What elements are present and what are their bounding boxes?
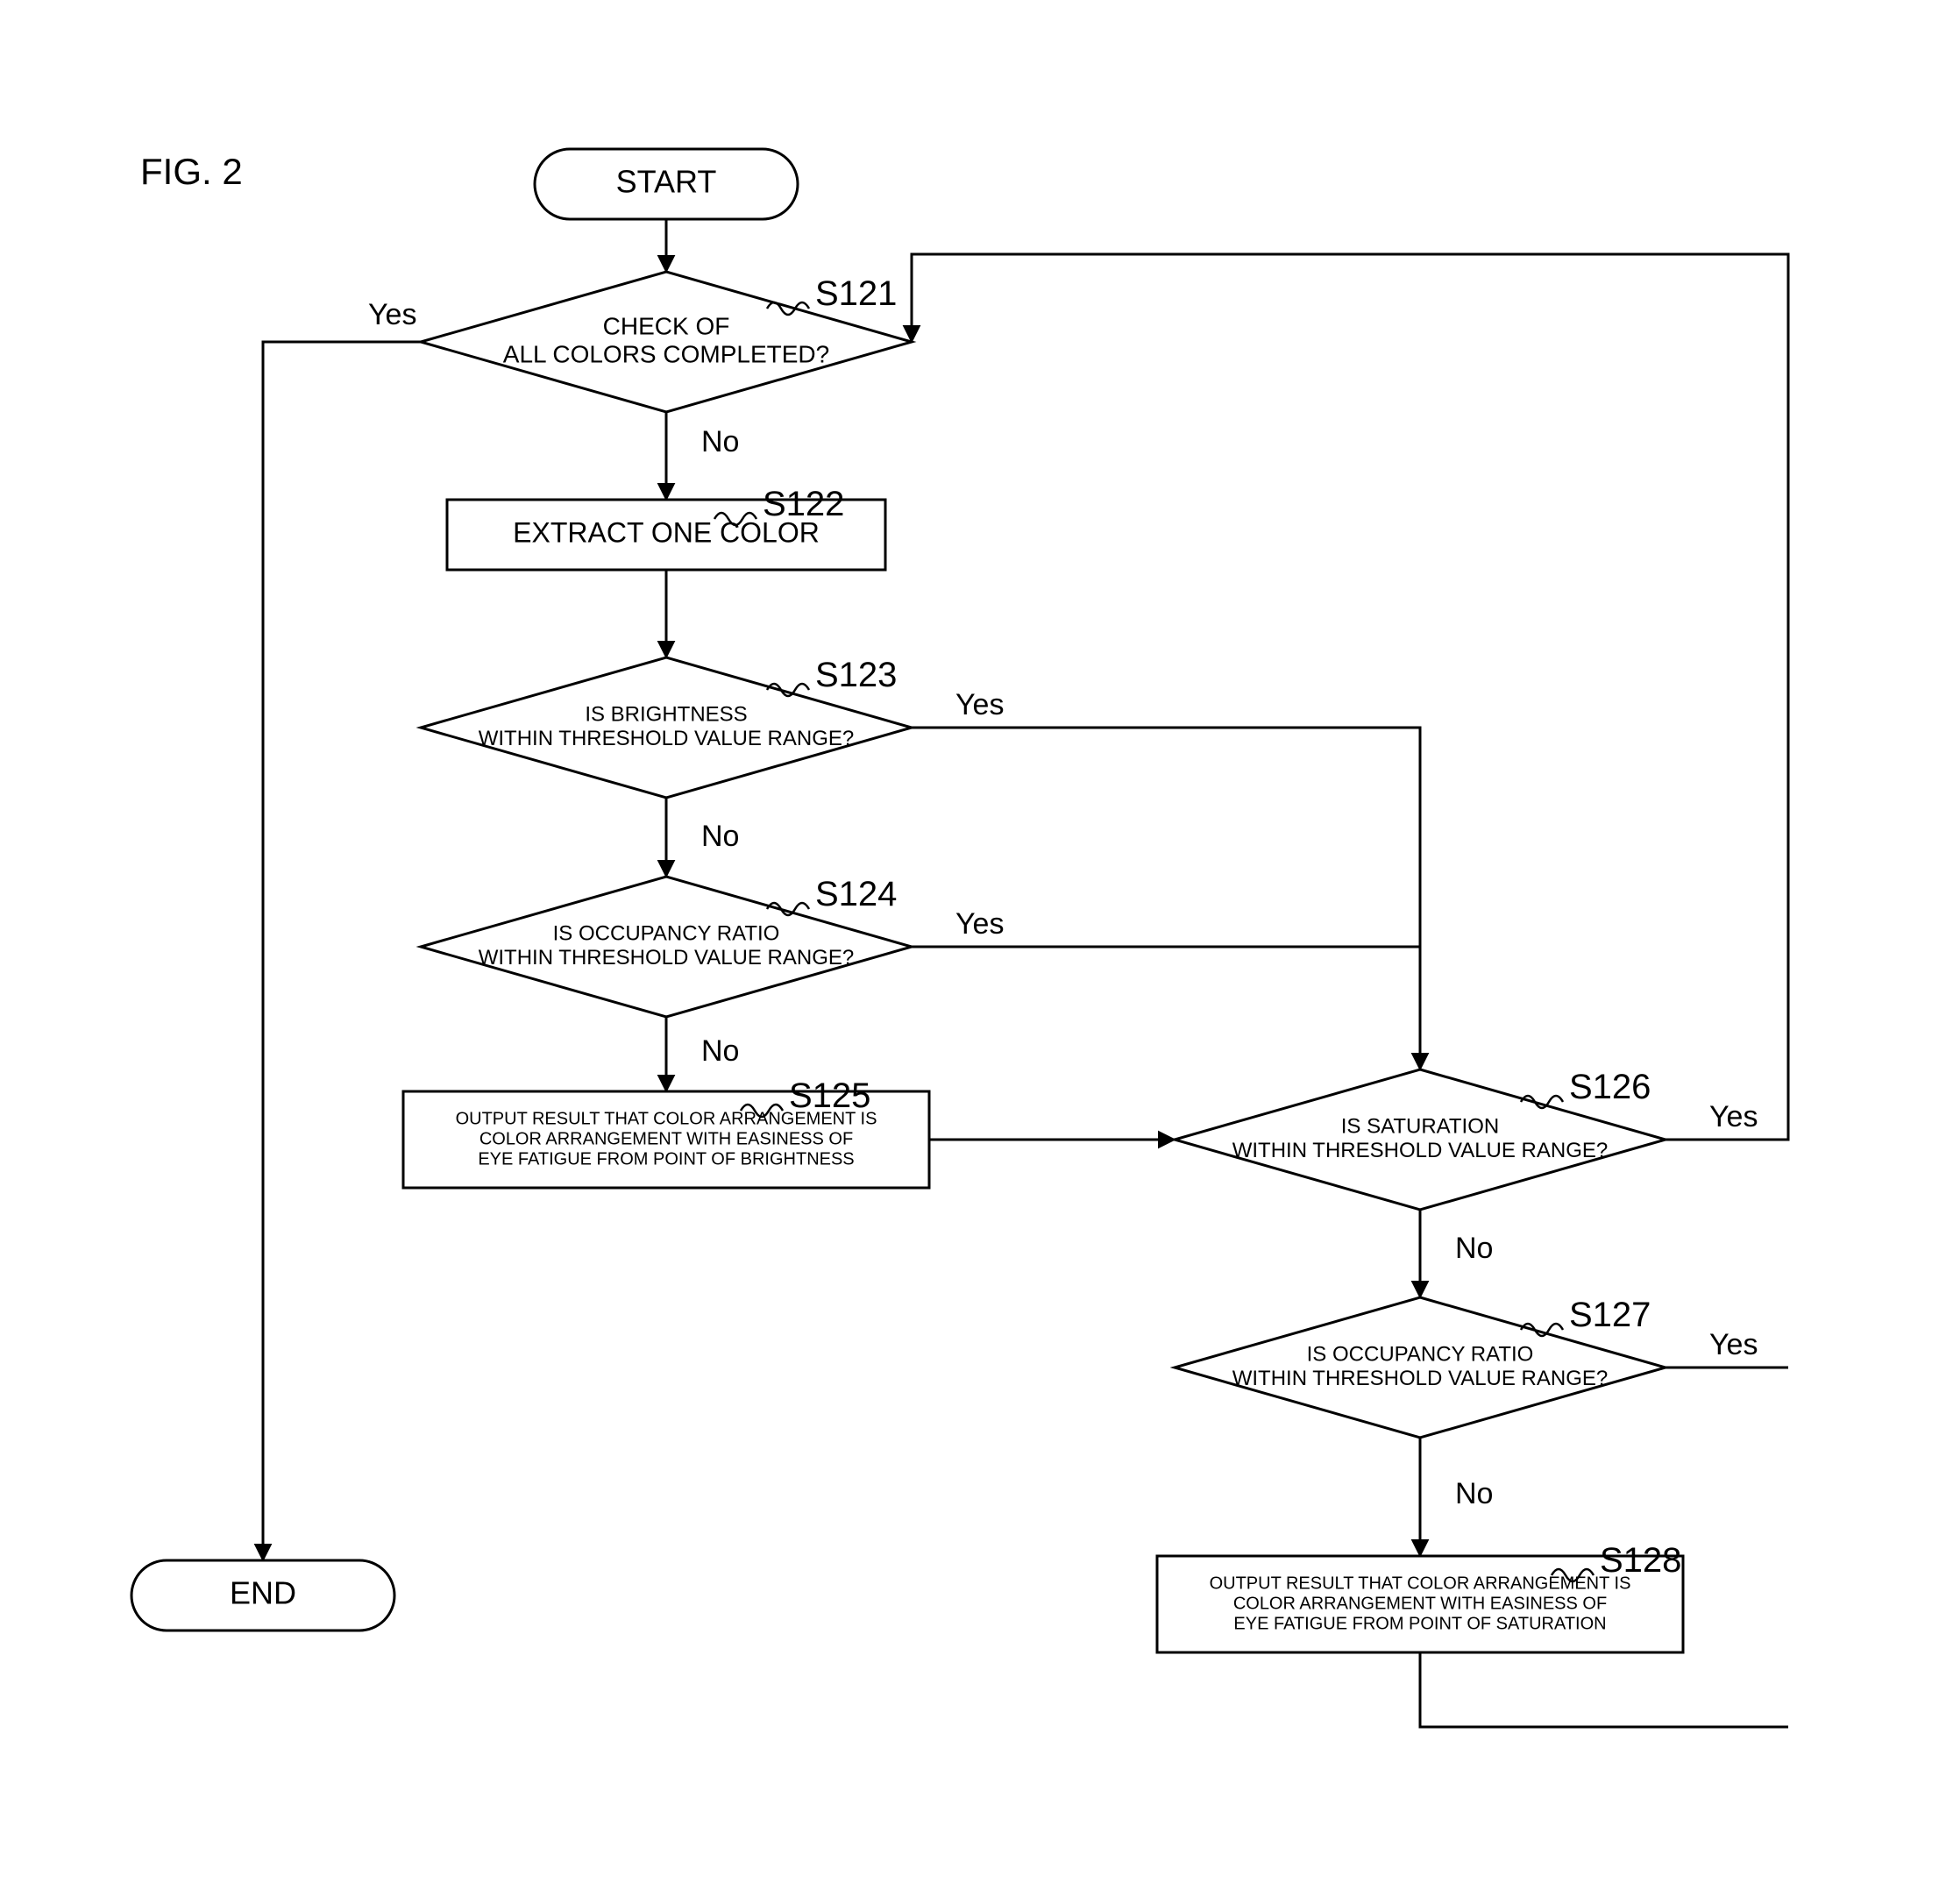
node-text: IS BRIGHTNESS	[585, 703, 747, 727]
node-s127: IS OCCUPANCY RATIOWITHIN THRESHOLD VALUE…	[1175, 1296, 1666, 1438]
edge-label: No	[701, 425, 739, 458]
step-label: S125	[789, 1076, 870, 1115]
node-text: ALL COLORS COMPLETED?	[503, 340, 829, 367]
node-s126: IS SATURATIONWITHIN THRESHOLD VALUE RANG…	[1175, 1068, 1666, 1210]
edge-label: Yes	[368, 298, 416, 331]
edge-label: Yes	[955, 907, 1004, 941]
node-text: WITHIN THRESHOLD VALUE RANGE?	[1232, 1139, 1609, 1162]
node-start: START	[535, 149, 798, 219]
edge-label: Yes	[1709, 1100, 1758, 1133]
edge-label: Yes	[955, 688, 1004, 721]
node-s128: OUTPUT RESULT THAT COLOR ARRANGEMENT ISC…	[1157, 1541, 1683, 1652]
edge	[912, 728, 1420, 1069]
node-s125: OUTPUT RESULT THAT COLOR ARRANGEMENT ISC…	[403, 1076, 929, 1188]
node-text: WITHIN THRESHOLD VALUE RANGE?	[479, 946, 855, 970]
step-label: S127	[1569, 1296, 1651, 1334]
node-text: IS OCCUPANCY RATIO	[553, 922, 780, 946]
step-label: S123	[815, 656, 897, 694]
edges: No Yes No Yes No Yes No Yes No Yes	[263, 219, 1788, 1727]
node-text: WITHIN THRESHOLD VALUE RANGE?	[1232, 1367, 1609, 1390]
edge-label: Yes	[1709, 1328, 1758, 1361]
edge-label: No	[1455, 1232, 1493, 1265]
node-end: END	[131, 1560, 394, 1630]
step-label: S122	[763, 485, 844, 523]
node-text: EYE FATIGUE FROM POINT OF SATURATION	[1233, 1614, 1606, 1633]
nodes: START END CHECK OFALL COLORS COMPLETED? S12…	[131, 149, 1683, 1652]
edge-label: No	[701, 820, 739, 853]
edge-label: No	[1455, 1477, 1493, 1510]
edge-label: No	[701, 1034, 739, 1068]
step-label: S128	[1600, 1541, 1681, 1580]
edge	[263, 342, 421, 1560]
node-text: END	[230, 1575, 296, 1611]
node-s124: IS OCCUPANCY RATIOWITHIN THRESHOLD VALUE…	[421, 875, 912, 1017]
node-s121: CHECK OFALL COLORS COMPLETED? S121	[421, 272, 912, 412]
figure-title: FIG. 2	[140, 151, 243, 192]
node-text: COLOR ARRANGEMENT WITH EASINESS OF	[1233, 1594, 1607, 1613]
node-text: IS SATURATION	[1341, 1115, 1499, 1139]
node-text: IS OCCUPANCY RATIO	[1307, 1343, 1534, 1367]
node-text: COLOR ARRANGEMENT WITH EASINESS OF	[479, 1129, 853, 1148]
node-text: CHECK OF	[603, 312, 730, 339]
node-text: START	[616, 164, 717, 200]
node-text: EYE FATIGUE FROM POINT OF BRIGHTNESS	[478, 1149, 854, 1169]
node-s123: IS BRIGHTNESSWITHIN THRESHOLD VALUE RANG…	[421, 656, 912, 798]
edge	[1420, 1652, 1788, 1727]
node-text: WITHIN THRESHOLD VALUE RANGE?	[479, 727, 855, 750]
step-label: S121	[815, 274, 897, 313]
step-label: S124	[815, 875, 897, 913]
edge	[912, 254, 1788, 1140]
flowchart: FIG. 2 No Yes No Yes No Yes No Yes No Yes START END C…	[0, 0, 1939, 1904]
step-label: S126	[1569, 1068, 1651, 1106]
